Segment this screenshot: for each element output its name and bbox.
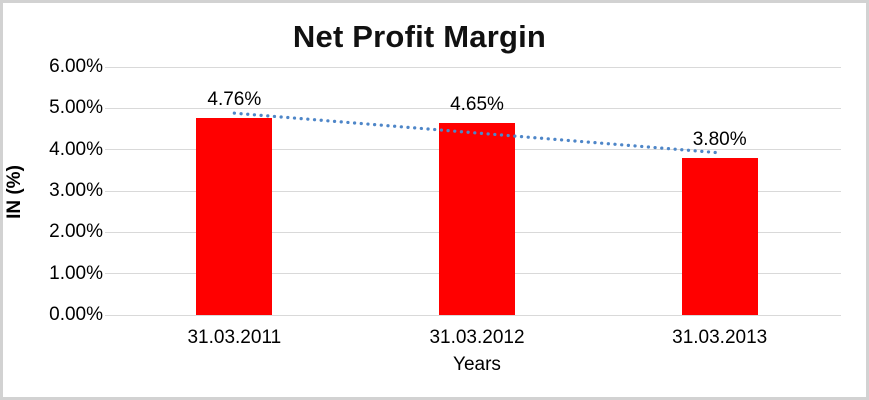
bar-slot: 3.80% [598, 67, 841, 315]
gridline [105, 314, 841, 316]
bar [681, 157, 758, 315]
x-tick-label: 31.03.2013 [672, 327, 768, 348]
bar-slot: 4.65% [356, 67, 599, 315]
y-axis-tick-labels: 6.00% 5.00% 4.00% 3.00% 2.00% 1.00% 0.00% [3, 56, 103, 325]
y-tick-label: 3.00% [49, 180, 103, 201]
gridline [105, 107, 841, 109]
bar-value-label: 4.76% [207, 89, 262, 111]
bar-series: 4.76% 4.65% 3.80% [113, 67, 841, 315]
gridline [105, 66, 841, 68]
bar-value-label: 4.65% [450, 93, 504, 115]
bar-slot: 4.76% [113, 67, 356, 315]
y-tick-label: 1.00% [49, 262, 103, 284]
y-tick-label: 0.00% [49, 304, 103, 325]
y-tick-label: 2.00% [49, 221, 103, 243]
y-tick-label: 4.00% [49, 138, 103, 160]
plot-area: 4.76% 4.65% 3.80% [105, 66, 841, 316]
x-tick-label: 31.03.2011 [187, 327, 282, 348]
y-tick-label: 6.00% [49, 56, 103, 77]
bar [439, 122, 515, 315]
x-axis-title: Years [453, 354, 501, 375]
bar-value-label: 3.80% [692, 128, 747, 150]
y-tick-label: 5.00% [49, 97, 103, 119]
bar [196, 118, 273, 315]
x-axis-tick-labels: 31.03.2011 31.03.2012 31.03.2013 [113, 327, 841, 349]
x-tick-label: 31.03.2012 [429, 327, 525, 348]
chart-title: Net Profit Margin [292, 19, 547, 54]
